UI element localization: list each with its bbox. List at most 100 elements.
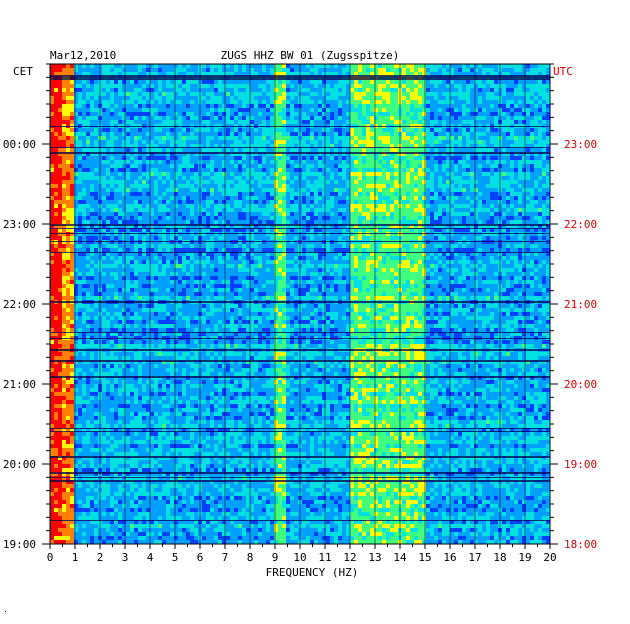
heatmap-cell	[514, 92, 518, 96]
heatmap-cell	[394, 80, 398, 84]
heatmap-cell	[106, 180, 110, 184]
heatmap-cell	[262, 204, 266, 208]
heatmap-cell	[474, 220, 478, 224]
heatmap-cell	[86, 100, 90, 104]
heatmap-cell	[522, 128, 526, 132]
heatmap-cell	[58, 220, 62, 224]
heatmap-cell	[342, 84, 346, 88]
heatmap-cell	[354, 64, 358, 68]
heatmap-cell	[322, 148, 326, 152]
heatmap-cell	[286, 108, 290, 112]
heatmap-cell	[382, 192, 386, 196]
heatmap-cell	[526, 128, 530, 132]
heatmap-cell	[302, 168, 306, 172]
heatmap-cell	[346, 188, 350, 192]
heatmap-cell	[254, 72, 258, 76]
heatmap-cell	[194, 64, 198, 68]
heatmap-cell	[274, 160, 278, 164]
heatmap-cell	[518, 136, 522, 140]
heatmap-cell	[422, 132, 426, 136]
heatmap-cell	[370, 172, 374, 176]
heatmap-cell	[306, 184, 310, 188]
heatmap-cell	[154, 144, 158, 148]
heatmap-cell	[282, 192, 286, 196]
heatmap-cell	[506, 96, 510, 100]
heatmap-cell	[458, 212, 462, 216]
heatmap-cell	[278, 212, 282, 216]
heatmap-cell	[66, 208, 70, 212]
heatmap-cell	[174, 212, 178, 216]
heatmap-cell	[202, 180, 206, 184]
heatmap-cell	[474, 132, 478, 136]
heatmap-cell	[110, 160, 114, 164]
heatmap-cell	[474, 144, 478, 148]
heatmap-cell	[70, 144, 74, 148]
heatmap-cell	[458, 208, 462, 212]
heatmap-cell	[430, 132, 434, 136]
heatmap-cell	[190, 208, 194, 212]
heatmap-cell	[342, 112, 346, 116]
heatmap-cell	[410, 68, 414, 72]
heatmap-cell	[338, 100, 342, 104]
heatmap-cell	[370, 196, 374, 200]
heatmap-cell	[354, 188, 358, 192]
heatmap-cell	[190, 172, 194, 176]
heatmap-cell	[382, 172, 386, 176]
heatmap-cell	[50, 116, 54, 120]
heatmap-cell	[218, 216, 222, 220]
heatmap-cell	[338, 188, 342, 192]
heatmap-cell	[78, 140, 82, 144]
heatmap-cell	[534, 116, 538, 120]
heatmap-cell	[286, 100, 290, 104]
heatmap-cell	[378, 96, 382, 100]
heatmap-cell	[526, 200, 530, 204]
heatmap-cell	[526, 192, 530, 196]
heatmap-cell	[418, 220, 422, 224]
heatmap-cell	[462, 164, 466, 168]
heatmap-cell	[222, 204, 226, 208]
heatmap-cell	[114, 164, 118, 168]
heatmap-cell	[194, 140, 198, 144]
heatmap-cell	[58, 104, 62, 108]
heatmap-cell	[66, 144, 70, 148]
heatmap-cell	[154, 80, 158, 84]
heatmap-cell	[478, 220, 482, 224]
heatmap-cell	[286, 120, 290, 124]
heatmap-cell	[290, 180, 294, 184]
heatmap-cell	[234, 72, 238, 76]
heatmap-cell	[146, 164, 150, 168]
heatmap-cell	[414, 140, 418, 144]
heatmap-cell	[390, 208, 394, 212]
heatmap-cell	[290, 84, 294, 88]
heatmap-cell	[430, 208, 434, 212]
heatmap-cell	[114, 128, 118, 132]
heatmap-cell	[482, 144, 486, 148]
heatmap-cell	[226, 140, 230, 144]
heatmap-cell	[122, 164, 126, 168]
heatmap-cell	[430, 164, 434, 168]
heatmap-cell	[458, 92, 462, 96]
heatmap-cell	[218, 148, 222, 152]
heatmap-cell	[478, 188, 482, 192]
heatmap-cell	[510, 148, 514, 152]
heatmap-cell	[222, 100, 226, 104]
heatmap-cell	[442, 68, 446, 72]
heatmap-cell	[130, 144, 134, 148]
heatmap-cell	[450, 64, 454, 68]
heatmap-cell	[138, 68, 142, 72]
heatmap-cell	[358, 112, 362, 116]
heatmap-cell	[70, 172, 74, 176]
heatmap-cell	[62, 200, 66, 204]
heatmap-cell	[354, 100, 358, 104]
heatmap-cell	[126, 192, 130, 196]
heatmap-cell	[134, 188, 138, 192]
heatmap-cell	[162, 100, 166, 104]
heatmap-cell	[302, 172, 306, 176]
heatmap-cell	[378, 120, 382, 124]
heatmap-cell	[302, 180, 306, 184]
heatmap-cell	[466, 88, 470, 92]
heatmap-cell	[190, 188, 194, 192]
heatmap-cell	[242, 132, 246, 136]
heatmap-cell	[478, 164, 482, 168]
heatmap-cell	[522, 172, 526, 176]
